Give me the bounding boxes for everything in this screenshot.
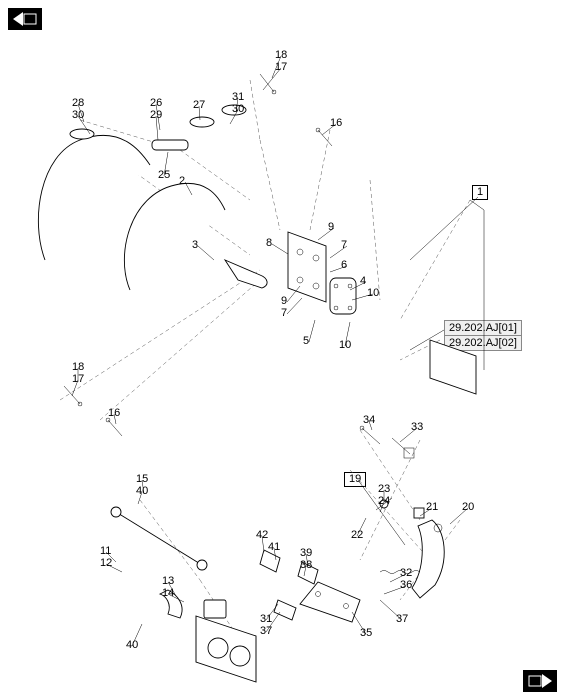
callout-6: 6 — [341, 260, 347, 271]
callout-36: 36 — [400, 580, 412, 591]
callout-8: 8 — [266, 238, 272, 249]
callout-9: 9 — [281, 296, 287, 307]
callout-11: 11 — [100, 546, 111, 557]
callout-22: 22 — [351, 530, 363, 541]
callout-40: 40 — [126, 640, 138, 651]
callout-12: 12 — [100, 558, 112, 569]
callout-24: 24 — [378, 496, 390, 507]
callout-29: 29 — [150, 110, 162, 121]
callout-10: 10 — [367, 288, 379, 299]
callout-13: 13 — [162, 576, 174, 587]
callout-23: 23 — [378, 484, 390, 495]
callout-4: 4 — [360, 276, 366, 287]
callout-2: 2 — [179, 176, 185, 187]
diagram-page: { "canvas": { "width": 567, "height": 70… — [0, 0, 567, 700]
callout-42: 42 — [256, 530, 268, 541]
callout-27: 27 — [193, 100, 205, 111]
reference-link[interactable]: 29.202.AJ[02] — [444, 335, 522, 351]
page-prev-icon[interactable] — [8, 8, 42, 30]
callout-20: 20 — [462, 502, 474, 513]
callout-26: 26 — [150, 98, 162, 109]
callout-31: 31 — [260, 614, 272, 625]
callout-33: 33 — [411, 422, 423, 433]
callout-18: 18 — [72, 362, 84, 373]
callout-17: 17 — [72, 374, 84, 385]
callout-38: 38 — [300, 560, 312, 571]
callout-7: 7 — [341, 240, 347, 251]
callout-9: 9 — [328, 222, 334, 233]
callout-30: 30 — [232, 104, 244, 115]
callout-18: 18 — [275, 50, 287, 61]
callout-37: 37 — [396, 614, 408, 625]
page-next-icon[interactable] — [523, 670, 557, 692]
callout-34: 34 — [363, 415, 375, 426]
callout-21: 21 — [426, 502, 438, 513]
callout-10: 10 — [339, 340, 351, 351]
callout-37: 37 — [260, 626, 272, 637]
callout-15: 15 — [136, 474, 148, 485]
callout-14: 14 — [162, 588, 174, 599]
callout-16: 16 — [108, 408, 120, 419]
callout-39: 39 — [300, 548, 312, 559]
group-callout-1: 1 — [472, 185, 488, 200]
callout-5: 5 — [303, 336, 309, 347]
callout-31: 31 — [232, 92, 244, 103]
callout-25: 25 — [158, 170, 170, 181]
callout-16: 16 — [330, 118, 342, 129]
callout-32: 32 — [400, 568, 412, 579]
callout-3: 3 — [192, 240, 198, 251]
callout-40: 40 — [136, 486, 148, 497]
callout-17: 17 — [275, 62, 287, 73]
callout-35: 35 — [360, 628, 372, 639]
callout-28: 28 — [72, 98, 84, 109]
callout-30: 30 — [72, 110, 84, 121]
callout-41: 41 — [268, 542, 280, 553]
reference-link[interactable]: 29.202.AJ[01] — [444, 320, 522, 336]
callout-7: 7 — [281, 308, 287, 319]
group-callout-19: 19 — [344, 472, 366, 487]
reference-links: 29.202.AJ[01] 29.202.AJ[02] — [444, 320, 522, 350]
